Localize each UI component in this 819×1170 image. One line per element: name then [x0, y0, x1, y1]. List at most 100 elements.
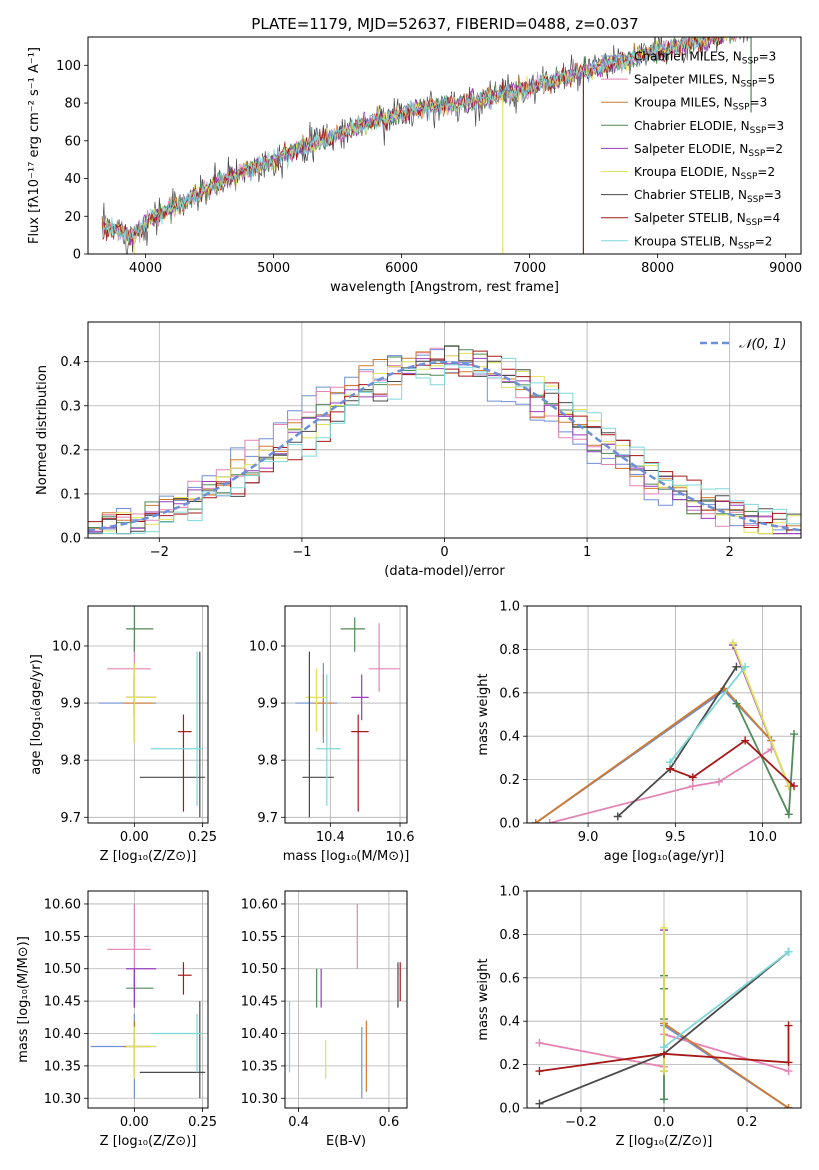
- legend-label: 𝒩(0, 1): [739, 337, 786, 352]
- panel-mass_vs_Z: 0.00 0.25 10.30 10.35 10.40 10.45 10.50 10.55 10…: [16, 890, 217, 1149]
- x-tick-label: 10.0: [748, 830, 777, 845]
- legend-label-value: =2: [755, 234, 773, 248]
- series-line: [669, 666, 746, 763]
- legend-label: Chabrier ELODIE, NSSP=3: [634, 119, 784, 136]
- x-tick-label: 1: [583, 545, 591, 560]
- series-marker: [531, 819, 540, 823]
- x-tick-label: 0.00: [120, 1115, 149, 1130]
- y-tick-label: 0.2: [499, 773, 520, 788]
- series-marker: [666, 758, 675, 767]
- histogram-step: [88, 357, 801, 535]
- legend-label-sub: SSP: [742, 57, 759, 67]
- x-tick-label: 2: [726, 545, 734, 560]
- y-tick-label: 10.60: [44, 897, 81, 912]
- legend-label-sub: SSP: [750, 126, 767, 136]
- x-tick-label: 0.25: [188, 1115, 217, 1130]
- x-tick-label: 9.5: [665, 830, 686, 845]
- y-axis-label: Flux [fλ10⁻¹⁷ erg cm⁻² s⁻¹ A⁻¹]: [27, 47, 42, 244]
- panel-residuals: −2 −1 0 1 2 0.0 0.1 0.2 0.3 0.4 (data-model)/error…: [35, 321, 802, 579]
- legend-label-sub: SSP: [741, 80, 758, 90]
- y-tick-label: 9.9: [257, 697, 278, 712]
- plot-area-residuals: [88, 345, 801, 535]
- y-tick-label: 0.6: [499, 686, 520, 701]
- series-line: [549, 748, 772, 823]
- series-marker: [784, 1021, 793, 1030]
- legend-label-sub: SSP: [746, 218, 763, 228]
- legend-label: Chabrier STELIB, NSSP=3: [634, 188, 782, 205]
- series-marker: [784, 1058, 793, 1067]
- y-tick-label: 10.0: [52, 639, 81, 654]
- x-tick-label: −2: [150, 545, 169, 560]
- y-tick-label: 0.1: [60, 487, 81, 502]
- legend-label-sub: SSP: [748, 149, 765, 159]
- series-marker: [790, 730, 799, 739]
- axes-frame: [87, 36, 802, 255]
- y-tick-label: 0.4: [499, 1015, 520, 1030]
- panel-age_vs_mass: 10.4 10.6 9.7 9.8 9.9 10.0 mass [log₁₀(M/M⊙)]: [249, 605, 415, 864]
- legend-label: Salpeter ELODIE, NSSP=2: [634, 142, 783, 159]
- y-axis-label: mass weight: [476, 958, 491, 1040]
- y-tick-label: 9.9: [60, 697, 81, 712]
- x-tick-label: 10.6: [386, 830, 415, 845]
- y-tick-label: 0.4: [499, 730, 520, 745]
- y-tick-label: 9.7: [257, 811, 278, 826]
- y-tick-label: 10.0: [249, 639, 278, 654]
- y-tick-label: 0.6: [499, 971, 520, 986]
- axes-frame: [87, 890, 209, 1109]
- series-marker: [784, 810, 793, 819]
- legend-label-main: Kroupa MILES, N: [634, 96, 733, 110]
- y-axis-label: mass [log₁₀(M/M⊙)]: [16, 936, 31, 1063]
- x-axis-label: (data-model)/error: [384, 564, 505, 579]
- axes-frame: [87, 321, 802, 539]
- x-tick-label: 10.4: [316, 830, 345, 845]
- x-tick-label: 9.0: [578, 830, 599, 845]
- series-marker: [660, 1043, 668, 1052]
- x-axis-label: E(B-V): [326, 1134, 366, 1149]
- legend-label-value: =3: [759, 50, 777, 64]
- series-line: [535, 689, 772, 823]
- residual-legend: 𝒩(0, 1): [700, 337, 786, 352]
- panel-mass_weight_vs_Z: −0.2 0.0 0.2 0.0 0.2 0.4 0.6 0.8 1.0 Z [log₁₀(Z/Z…: [476, 885, 802, 1149]
- series-marker: [660, 1067, 668, 1076]
- x-axis-label: mass [log₁₀(M/M⊙)]: [283, 849, 410, 864]
- spectrum-line: [101, 37, 731, 244]
- x-axis-label: age [log₁₀(age/yr)]: [604, 849, 725, 864]
- y-tick-label: 0.0: [60, 532, 81, 547]
- y-tick-label: 10.30: [241, 1092, 278, 1107]
- y-tick-label: 10.50: [44, 962, 81, 977]
- legend-label-value: =3: [750, 96, 768, 110]
- x-tick-label: 8000: [641, 261, 674, 276]
- y-tick-label: 0.3: [60, 399, 81, 414]
- legend-label-main: Chabrier ELODIE, N: [634, 119, 750, 133]
- x-tick-label: 0.25: [188, 830, 217, 845]
- legend-label: Chabrier MILES, NSSP=3: [634, 50, 776, 67]
- panel-spectrum: 4000 5000 6000 7000 8000 9000 0 20 40 60 80 100 wave…: [27, 36, 802, 295]
- y-tick-label: 10.55: [44, 930, 81, 945]
- series-marker: [790, 782, 799, 791]
- legend-label-sub: SSP: [747, 195, 764, 205]
- y-tick-label: 1.0: [499, 600, 520, 615]
- x-tick-label: 9000: [769, 261, 802, 276]
- legend-label-value: =3: [766, 119, 784, 133]
- series-marker: [784, 1067, 793, 1076]
- y-tick-label: 80: [64, 97, 81, 112]
- x-axis-label: wavelength [Angstrom, rest frame]: [330, 280, 559, 295]
- y-tick-label: 9.8: [60, 754, 81, 769]
- y-tick-label: 10.50: [241, 962, 278, 977]
- series-marker: [784, 947, 793, 956]
- y-tick-label: 100: [56, 59, 81, 74]
- histogram-step: [88, 350, 801, 531]
- plot-area-age_vs_Z: [98, 606, 206, 818]
- axes-frame: [526, 890, 802, 1109]
- plot-area-age_vs_mass: [295, 617, 401, 818]
- y-tick-label: 0.2: [499, 1058, 520, 1073]
- legend-label-sub: SSP: [741, 172, 758, 182]
- plot-area-mass_weight_vs_age: [531, 638, 799, 823]
- legend-label: Kroupa MILES, NSSP=3: [634, 96, 767, 113]
- series-line: [539, 1025, 790, 1072]
- y-tick-label: 10.55: [241, 930, 278, 945]
- x-tick-label: 0.0: [654, 1115, 675, 1130]
- series-line: [535, 687, 772, 823]
- y-tick-label: 10.40: [44, 1027, 81, 1042]
